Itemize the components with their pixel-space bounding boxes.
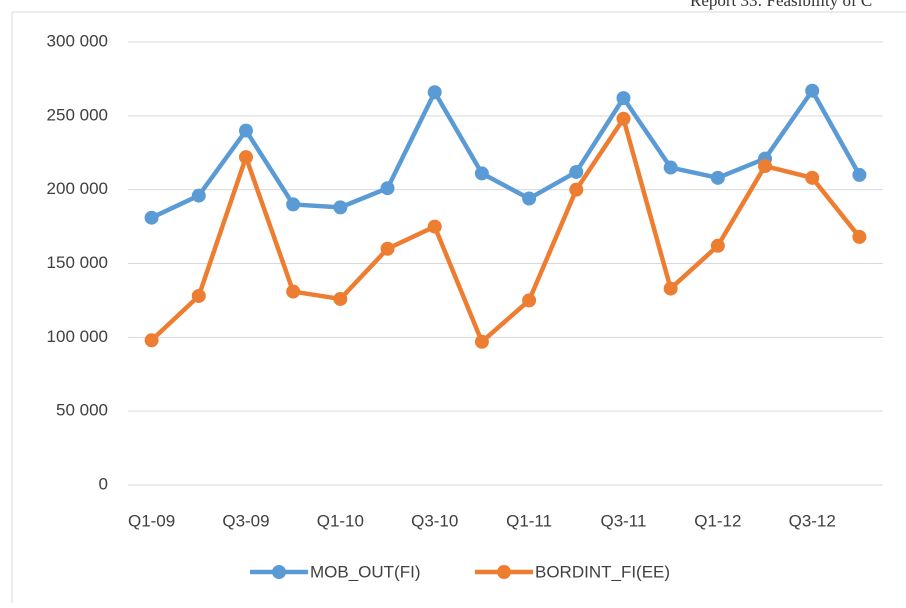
- data-point: [238, 150, 253, 165]
- series-line: [150, 88, 862, 220]
- y-tick-label: 0: [99, 474, 108, 493]
- data-point: [710, 170, 725, 185]
- data-point: [380, 181, 395, 196]
- y-tick-label: 150 000: [47, 253, 108, 272]
- data-point: [569, 164, 584, 179]
- legend-label: BORDINT_FI(EE): [535, 562, 670, 581]
- data-point: [144, 333, 159, 348]
- data-point: [286, 197, 301, 212]
- legend-marker: [272, 565, 286, 579]
- data-point: [616, 111, 631, 126]
- data-point: [663, 281, 678, 296]
- legend-marker: [497, 565, 511, 579]
- x-tick-label: Q3-12: [789, 511, 836, 530]
- y-tick-label: 50 000: [56, 401, 108, 420]
- data-point: [805, 170, 820, 185]
- data-point: [522, 293, 537, 308]
- data-point: [569, 182, 584, 197]
- y-tick-label: 300 000: [47, 31, 108, 50]
- data-point: [663, 160, 678, 175]
- x-tick-label: Q3-10: [411, 511, 458, 530]
- y-tick-label: 200 000: [47, 179, 108, 198]
- x-tick-label: Q3-11: [600, 511, 646, 530]
- x-tick-label: Q1-12: [694, 511, 741, 530]
- header-backdrop: [680, 0, 906, 11]
- header-title: Report 33: Feasibility of C: [690, 0, 872, 10]
- data-point: [805, 83, 820, 98]
- y-tick-label: 250 000: [47, 105, 108, 124]
- x-tick-label: Q1-11: [506, 511, 552, 530]
- series-line: [150, 116, 862, 345]
- data-point: [333, 200, 348, 215]
- chart-frame: [11, 11, 906, 608]
- x-tick-label: Q3-09: [222, 511, 269, 530]
- data-point: [191, 188, 206, 203]
- data-point: [474, 334, 489, 349]
- data-point: [758, 159, 773, 174]
- data-point: [191, 288, 206, 303]
- x-tick-label: Q1-09: [128, 511, 175, 530]
- data-point: [333, 291, 348, 306]
- data-point: [286, 284, 301, 299]
- y-tick-label: 100 000: [47, 327, 108, 346]
- x-tick-label: Q1-10: [317, 511, 364, 530]
- data-point: [427, 219, 442, 234]
- data-point: [852, 167, 867, 182]
- data-point: [852, 229, 867, 244]
- legend-label: MOB_OUT(FI): [310, 562, 421, 581]
- data-point: [710, 238, 725, 253]
- data-point: [380, 241, 395, 256]
- data-point: [474, 166, 489, 181]
- data-point: [427, 85, 442, 100]
- data-point: [616, 91, 631, 106]
- data-point: [238, 123, 253, 138]
- data-point: [522, 191, 537, 206]
- data-point: [144, 210, 159, 225]
